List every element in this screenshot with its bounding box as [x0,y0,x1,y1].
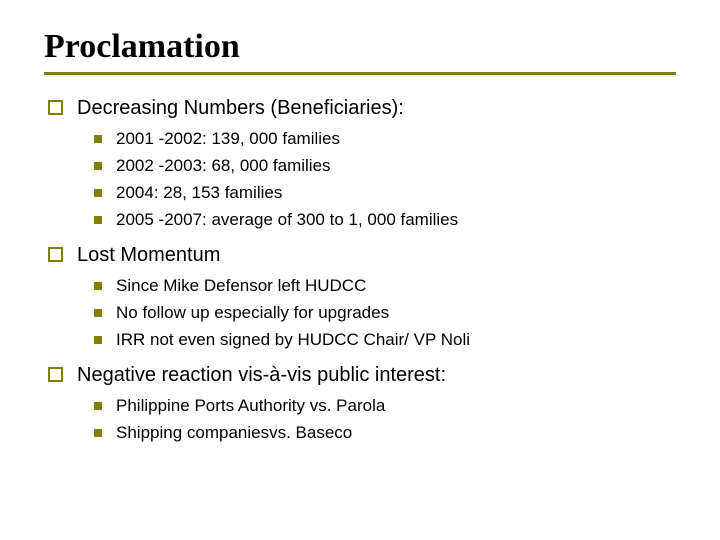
title-underline [44,72,676,75]
bullet-l1-text: Decreasing Numbers (Beneficiaries): [77,95,404,122]
slide: Proclamation Decreasing Numbers (Benefic… [0,0,720,468]
bullet-l2-text: Since Mike Defensor left HUDCC [116,275,366,298]
bullet-l1-text: Lost Momentum [77,242,220,269]
hollow-square-icon [48,367,63,382]
bullet-l2-text: Shipping companiesvs. Baseco [116,422,352,445]
solid-square-icon [94,189,102,197]
bullet-l2: Shipping companiesvs. Baseco [94,422,676,445]
bullet-l2: No follow up especially for upgrades [94,302,676,325]
bullet-l2-text: 2001 -2002: 139, 000 families [116,128,340,151]
solid-square-icon [94,135,102,143]
bullet-l2-text: 2005 -2007: average of 300 to 1, 000 fam… [116,209,458,232]
solid-square-icon [94,336,102,344]
bullet-l2: 2001 -2002: 139, 000 families [94,128,676,151]
bullet-l2-text: IRR not even signed by HUDCC Chair/ VP N… [116,329,470,352]
bullet-l2-text: 2004: 28, 153 families [116,182,282,205]
solid-square-icon [94,429,102,437]
slide-title: Proclamation [44,28,676,66]
solid-square-icon [94,162,102,170]
bullet-l1: Decreasing Numbers (Beneficiaries): [48,95,676,122]
bullet-l2: 2002 -2003: 68, 000 families [94,155,676,178]
bullet-l2: Since Mike Defensor left HUDCC [94,275,676,298]
bullet-l2: 2004: 28, 153 families [94,182,676,205]
bullet-l2: 2005 -2007: average of 300 to 1, 000 fam… [94,209,676,232]
bullet-l2: IRR not even signed by HUDCC Chair/ VP N… [94,329,676,352]
bullet-l1: Negative reaction vis-à-vis public inter… [48,362,676,389]
bullet-l2-text: No follow up especially for upgrades [116,302,389,325]
bullet-l2-text: Philippine Ports Authority vs. Parola [116,395,385,418]
bullet-l1-text: Negative reaction vis-à-vis public inter… [77,362,446,389]
bullet-l2: Philippine Ports Authority vs. Parola [94,395,676,418]
solid-square-icon [94,282,102,290]
solid-square-icon [94,402,102,410]
hollow-square-icon [48,100,63,115]
solid-square-icon [94,216,102,224]
bullet-l1: Lost Momentum [48,242,676,269]
hollow-square-icon [48,247,63,262]
solid-square-icon [94,309,102,317]
bullet-l2-text: 2002 -2003: 68, 000 families [116,155,331,178]
